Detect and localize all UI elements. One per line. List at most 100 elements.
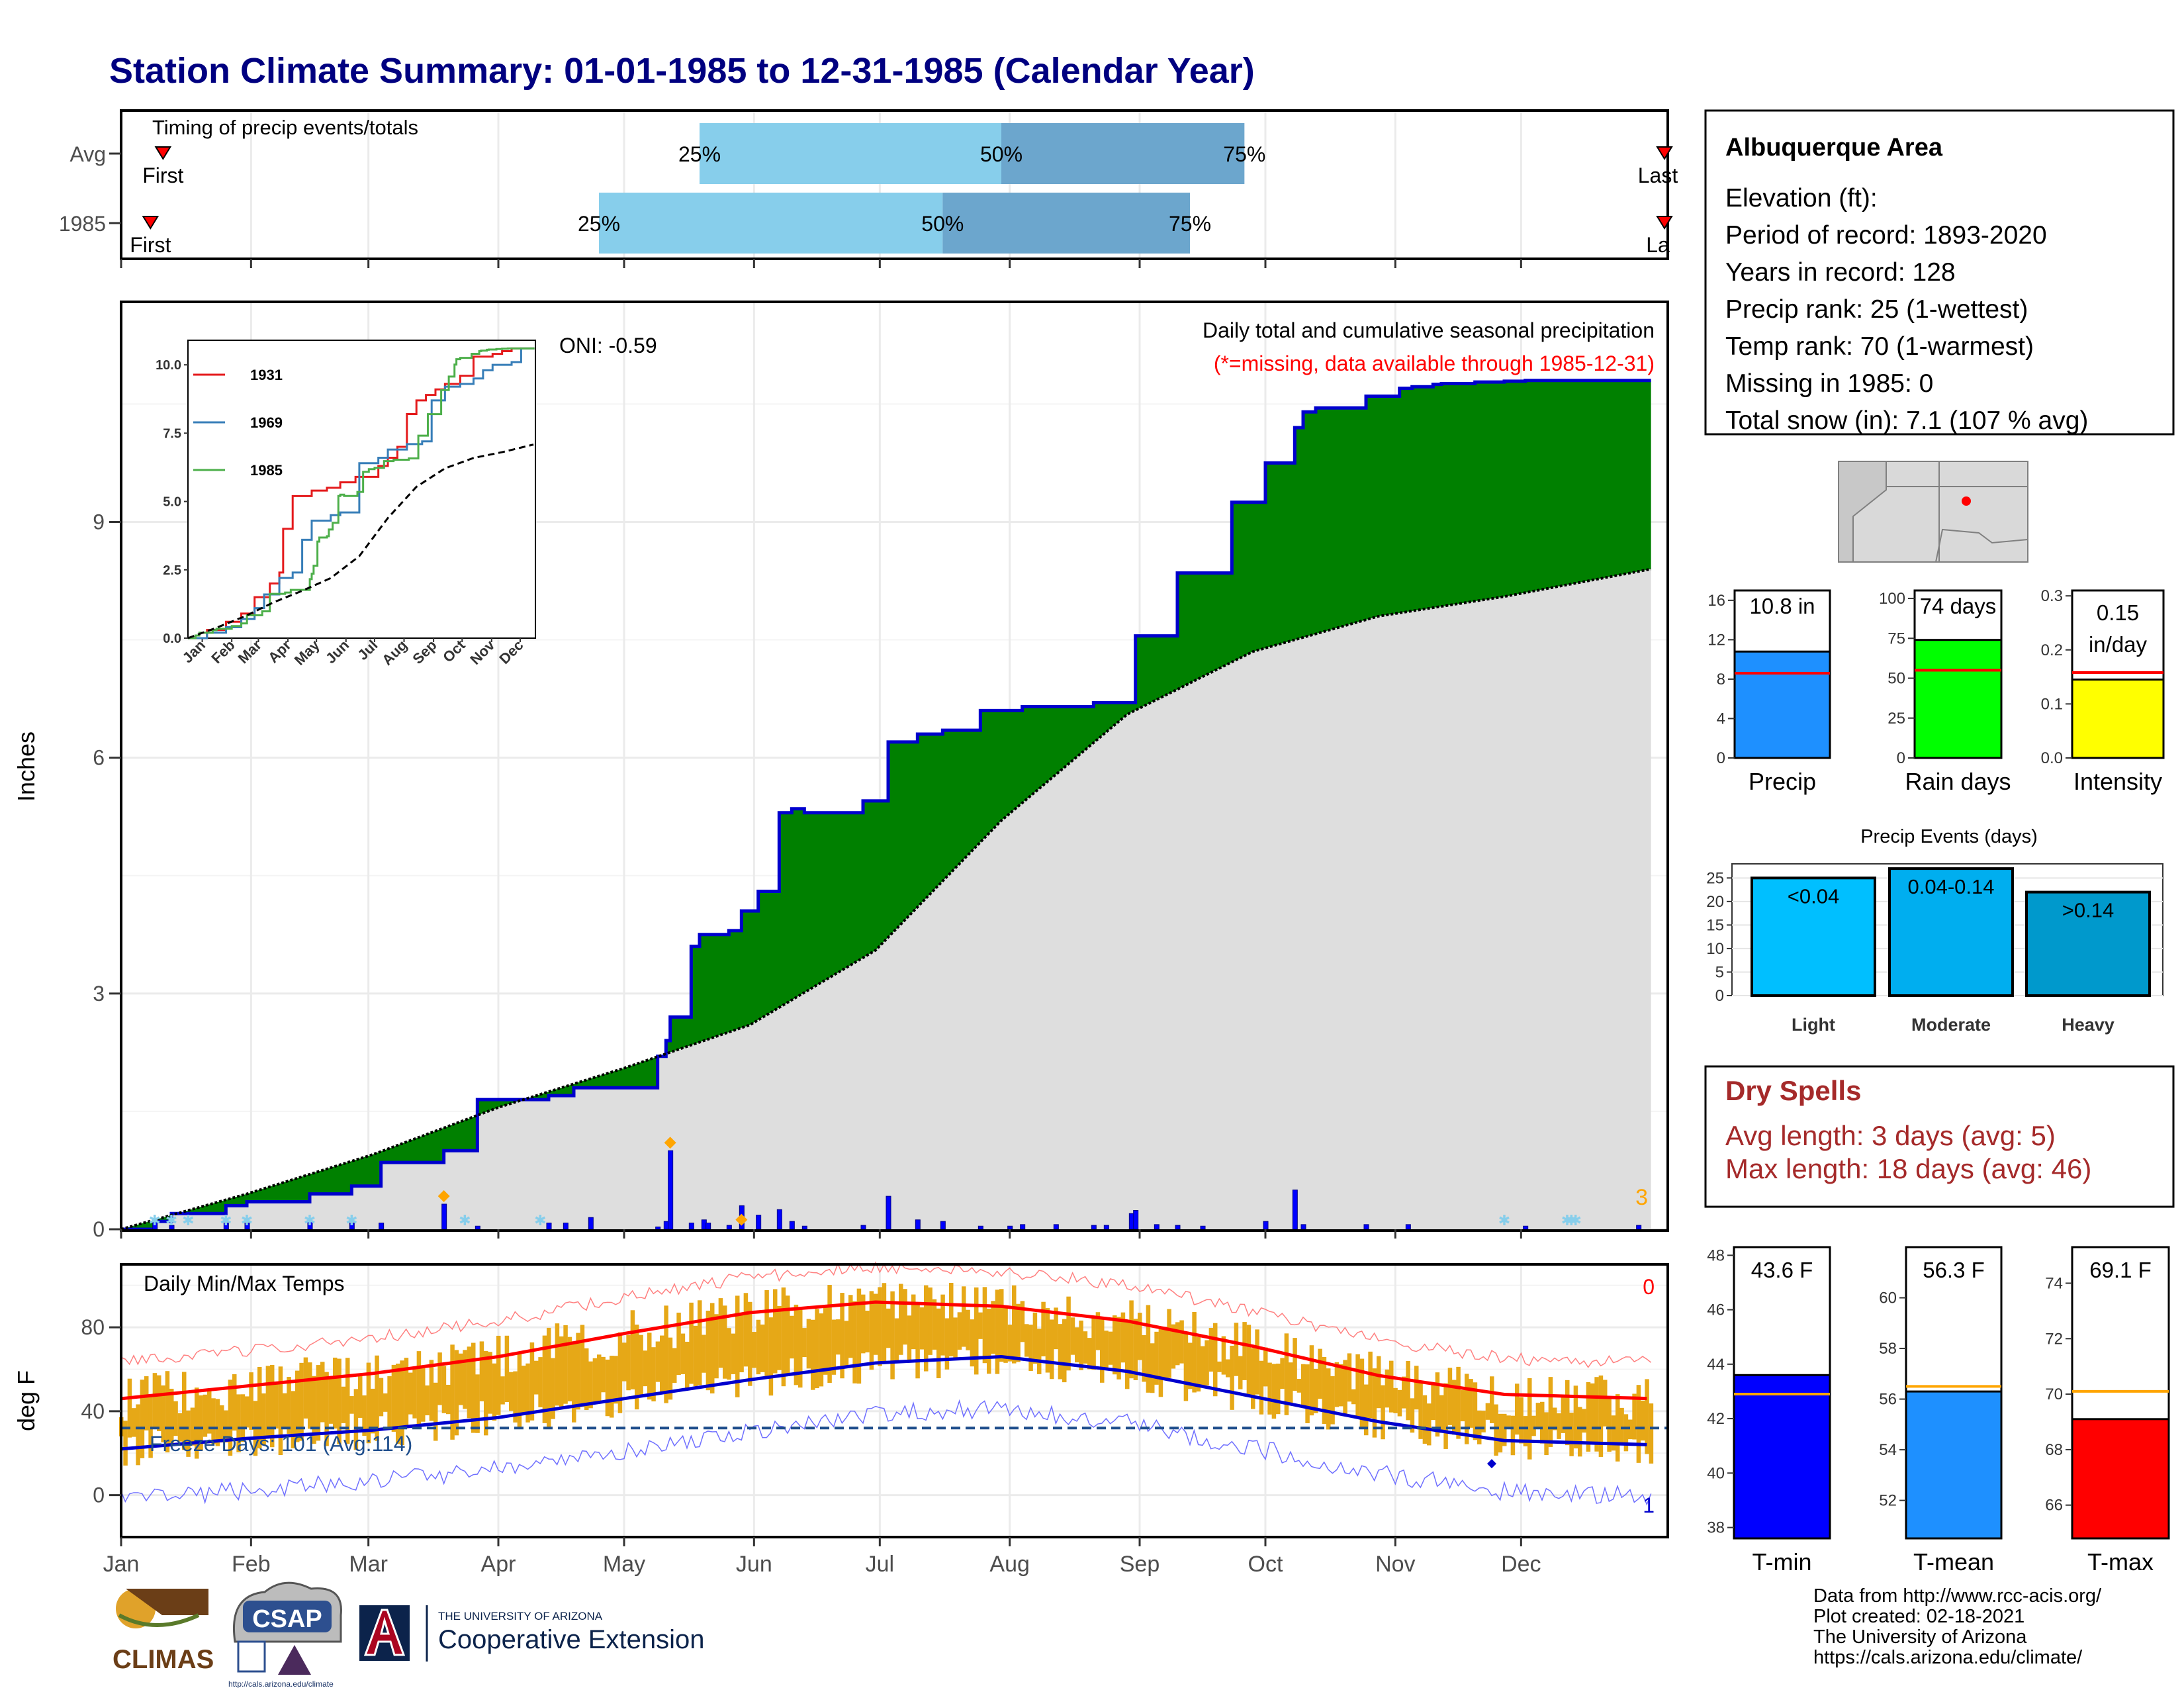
daily-temp-range-bar bbox=[396, 1363, 400, 1444]
daily-precip-bar bbox=[668, 1150, 674, 1230]
daily-temp-range-bar bbox=[1150, 1343, 1155, 1393]
daily-temp-range-bar bbox=[1582, 1409, 1586, 1433]
daily-precip-bar bbox=[776, 1209, 782, 1230]
month-tick-label: Mar bbox=[349, 1552, 388, 1577]
credit-line: The University of Arizona bbox=[1813, 1626, 2027, 1648]
month-tick-label: May bbox=[603, 1552, 645, 1577]
daily-temp-range-bar bbox=[441, 1366, 447, 1413]
inset-1985-line bbox=[188, 347, 535, 639]
daily-temp-range-bar bbox=[207, 1389, 212, 1434]
daily-temp-range-bar bbox=[421, 1368, 426, 1422]
daily-temp-range-bar bbox=[563, 1325, 568, 1404]
daily-precip-bar bbox=[475, 1225, 480, 1230]
station-name: Albuquerque Area bbox=[1725, 134, 1943, 162]
precip-event-value-label: >0.14 bbox=[2062, 899, 2114, 922]
daily-temp-range-bar bbox=[970, 1319, 975, 1367]
daily-temp-range-bar bbox=[639, 1335, 643, 1397]
daily-precip-bar bbox=[978, 1225, 983, 1230]
stat-y-tick-label: 0.1 bbox=[2041, 695, 2063, 713]
precip-panel-frame bbox=[120, 301, 1669, 1232]
daily-temp-range-bar bbox=[1645, 1379, 1649, 1454]
daily-temp-range-bar bbox=[702, 1335, 706, 1373]
stat-y-tick-label: 0 bbox=[1717, 749, 1725, 767]
daily-temp-range-bar bbox=[1397, 1389, 1402, 1417]
daily-temp-range-bar bbox=[1439, 1395, 1444, 1433]
daily-precip-bar bbox=[688, 1223, 694, 1230]
timing-q75-label: 75% bbox=[1223, 142, 1265, 166]
daily-temp-range-bar bbox=[308, 1362, 312, 1429]
normal-min-temp-line bbox=[120, 1354, 1647, 1451]
daily-temp-range-bar bbox=[610, 1356, 614, 1418]
first-event-marker-icon bbox=[154, 146, 172, 160]
daily-temp-range-bar bbox=[844, 1321, 849, 1368]
daily-temp-range-bar bbox=[371, 1388, 375, 1434]
temp-panel: 0 40 80 deg F Daily Min/Max Temps Freeze D… bbox=[13, 1261, 1669, 1577]
daily-temp-range-bar bbox=[450, 1344, 455, 1440]
daily-temp-range-bar bbox=[1091, 1317, 1096, 1370]
last-event-marker-icon bbox=[1656, 146, 1673, 160]
daily-precip-bar bbox=[940, 1221, 946, 1230]
daily-temp-range-bar bbox=[1334, 1362, 1340, 1407]
stat-value-label: 43.6 F bbox=[1751, 1258, 1813, 1282]
daily-precip-bar bbox=[563, 1223, 569, 1230]
daily-temp-range-bar bbox=[987, 1308, 991, 1374]
daily-temp-range-bar bbox=[1054, 1307, 1058, 1350]
station-info-line: Elevation (ft): bbox=[1725, 184, 1878, 212]
daily-temp-range-bar bbox=[680, 1333, 686, 1374]
snow-flake-icon: ✱ bbox=[459, 1212, 471, 1229]
climas-logo: CLIMAS bbox=[113, 1582, 214, 1674]
daily-temp-range-bar bbox=[475, 1374, 480, 1433]
daily-temp-range-bar bbox=[412, 1366, 417, 1419]
daily-temp-range-bar bbox=[1502, 1413, 1507, 1446]
station-location-dot bbox=[1962, 496, 1971, 506]
daily-temp-range-bar bbox=[1318, 1348, 1322, 1399]
stat-value-bar bbox=[1913, 639, 2003, 759]
daily-temp-range-bar bbox=[349, 1396, 354, 1414]
month-tick-label: Sep bbox=[1120, 1552, 1160, 1577]
daily-temp-range-bar bbox=[651, 1347, 656, 1402]
daily-temp-range-bar bbox=[664, 1305, 668, 1403]
daily-temp-range-bar bbox=[944, 1318, 950, 1370]
daily-temp-range-bar bbox=[786, 1295, 790, 1376]
daily-temp-range-bar bbox=[1553, 1407, 1557, 1430]
daily-temp-range-bar bbox=[1175, 1322, 1180, 1366]
precip-y-tick-label: 6 bbox=[93, 746, 105, 770]
daily-temp-range-bar bbox=[710, 1303, 715, 1394]
daily-temp-range-bar bbox=[1351, 1389, 1356, 1405]
stat-y-tick-label: 58 bbox=[1879, 1340, 1897, 1358]
daily-temp-range-bar bbox=[982, 1287, 987, 1364]
precip-events-y-tick-label: 20 bbox=[1706, 893, 1724, 911]
daily-temp-range-bar bbox=[500, 1376, 505, 1405]
daily-temp-range-bar bbox=[748, 1301, 752, 1386]
temp-stat-chart: 43.6 F 38 40 42 44 46 48 T-min bbox=[1707, 1246, 1831, 1575]
daily-temp-range-bar bbox=[588, 1361, 593, 1409]
daily-temp-range-bar bbox=[1293, 1338, 1297, 1391]
daily-temp-range-bar bbox=[668, 1337, 673, 1400]
stat-axis-label: Rain days bbox=[1905, 768, 2011, 795]
daily-temp-range-bar bbox=[245, 1396, 250, 1428]
inset-legend-label: 1931 bbox=[250, 367, 283, 383]
first-event-marker-icon bbox=[142, 216, 159, 230]
daily-temp-range-bar bbox=[1120, 1312, 1126, 1363]
stat-y-tick-label: 48 bbox=[1707, 1246, 1725, 1264]
daily-temp-range-bar bbox=[1255, 1329, 1259, 1395]
month-tick-label: Jan bbox=[103, 1552, 140, 1577]
daily-temp-range-bar bbox=[1066, 1296, 1071, 1371]
daily-temp-range-bar bbox=[1548, 1377, 1553, 1447]
daily-temp-range-bar bbox=[1221, 1336, 1226, 1375]
daily-temp-range-bar bbox=[1368, 1351, 1373, 1419]
daily-temp-range-bar bbox=[1058, 1324, 1063, 1380]
daily-temp-range-bar bbox=[529, 1342, 535, 1421]
daily-temp-range-bar bbox=[1469, 1379, 1473, 1428]
stat-y-tick-label: 100 bbox=[1879, 590, 1905, 608]
daily-temp-range-bar bbox=[1611, 1415, 1616, 1451]
daily-temp-range-bar bbox=[1377, 1356, 1381, 1409]
daily-temp-range-bar bbox=[324, 1372, 329, 1446]
daily-temp-range-bar bbox=[882, 1283, 887, 1362]
precip-corner-count: 3 bbox=[1635, 1185, 1648, 1210]
daily-temp-range-bar bbox=[1607, 1397, 1612, 1452]
inset-legend-label: 1985 bbox=[250, 462, 283, 479]
daily-temp-range-bar bbox=[437, 1352, 442, 1405]
stat-y-tick-label: 8 bbox=[1717, 671, 1725, 688]
daily-temp-range-bar bbox=[211, 1398, 216, 1444]
